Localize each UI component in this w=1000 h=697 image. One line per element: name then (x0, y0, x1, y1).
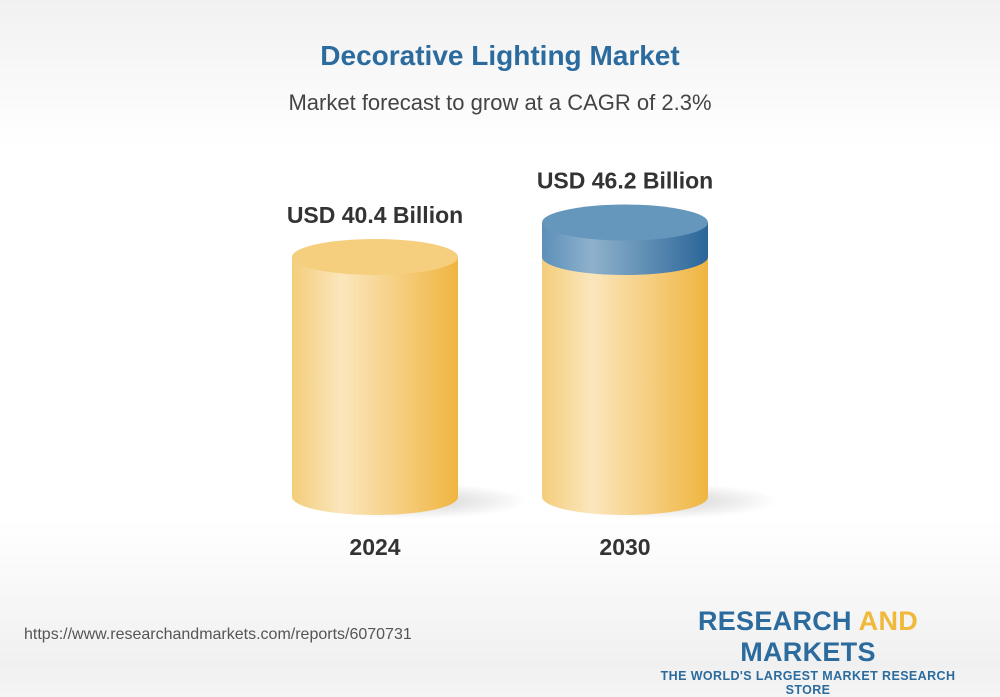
bar-2024-top (292, 239, 458, 275)
category-label: 2024 (349, 534, 400, 560)
category-label: 2030 (599, 534, 650, 560)
chart-subtitle: Market forecast to grow at a CAGR of 2.3… (288, 90, 712, 115)
data-label: USD 40.4 Billion (287, 202, 463, 228)
bar-2030-growth-top (542, 204, 708, 241)
cylinder-chart: USD 40.4 Billion 2024 USD 46.2 Billion 2030 (287, 168, 778, 560)
research-and-markets-logo: RESEARCH AND MARKETS THE WORLD'S LARGEST… (660, 606, 956, 697)
data-label: USD 46.2 Billion (537, 168, 713, 194)
source-url[interactable]: https://www.researchandmarkets.com/repor… (24, 626, 412, 643)
bar-2030-base (542, 257, 708, 515)
chart-title: Decorative Lighting Market (320, 40, 680, 71)
bar-2024-body (292, 257, 458, 515)
